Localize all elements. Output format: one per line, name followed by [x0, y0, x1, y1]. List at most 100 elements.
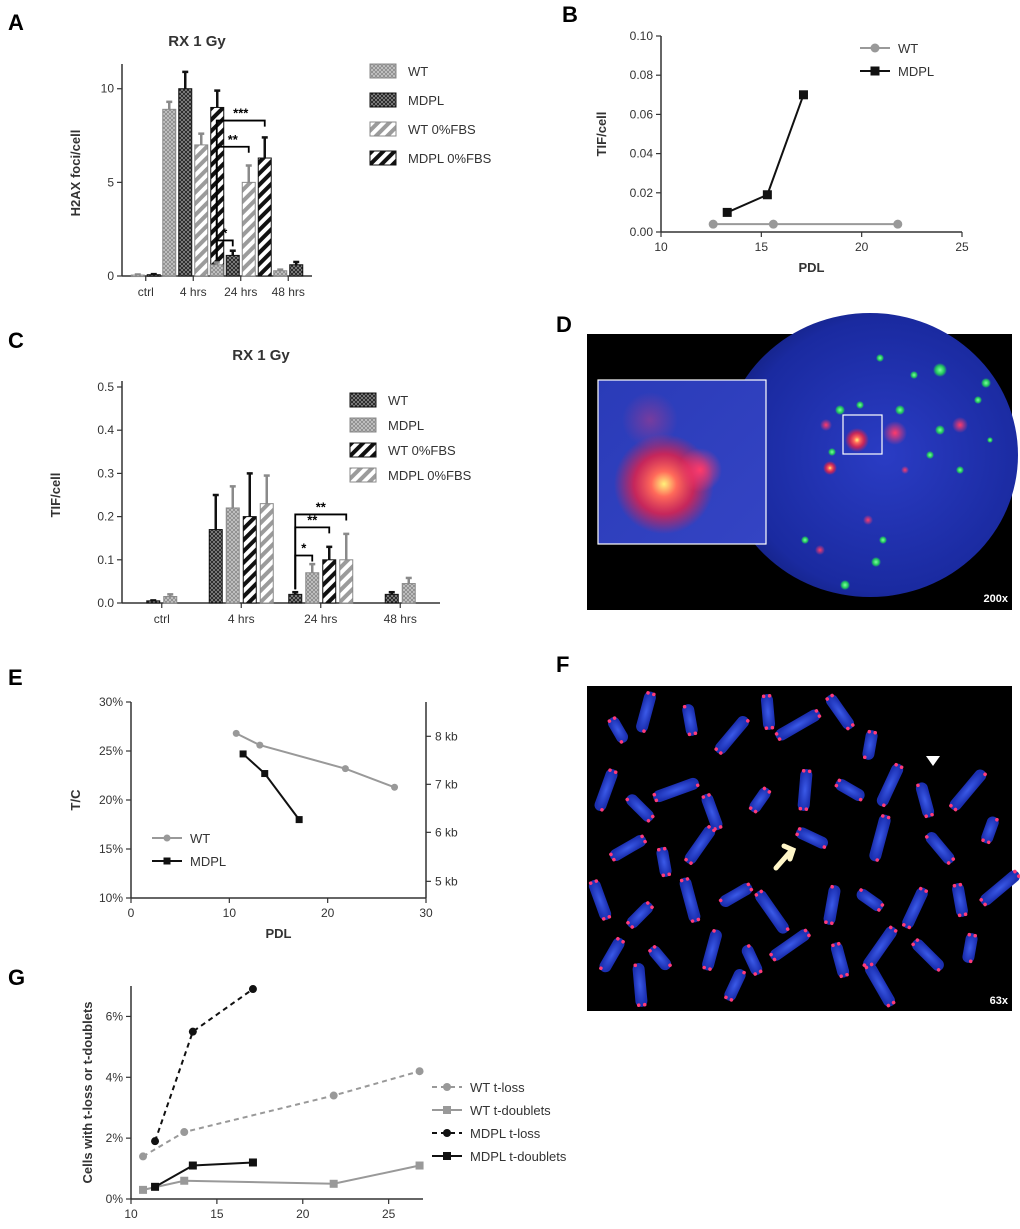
chromatid: [876, 763, 904, 807]
chromatid: [632, 963, 648, 1007]
telomere-signal: [930, 812, 934, 817]
data-point: [256, 741, 264, 749]
legend-marker: [443, 1152, 451, 1160]
chromosome: [718, 882, 754, 907]
telomere-signal: [869, 962, 874, 967]
chromosome: [632, 963, 648, 1007]
telomere-signal: [807, 769, 812, 774]
bar: [339, 559, 354, 604]
telomere-signal: [599, 966, 603, 971]
bar: [305, 572, 320, 604]
y-tick-label: 25%: [99, 744, 123, 758]
telomere-signal: [767, 693, 772, 698]
telomere-signal: [702, 965, 706, 970]
data-point: [248, 1158, 257, 1167]
legend-label: MDPL t-doublets: [470, 1149, 567, 1164]
telomere-signal: [830, 693, 834, 698]
x-axis-label: PDL: [266, 926, 292, 941]
data-point: [188, 1027, 197, 1036]
telomere-signal: [654, 798, 659, 803]
bar: [257, 157, 272, 277]
micrograph-f-metaphase: 63x: [587, 686, 1020, 1011]
telomere-signal: [646, 691, 650, 695]
telomere-signal: [957, 913, 962, 918]
telomere-signal: [880, 903, 885, 907]
data-point: [329, 1179, 338, 1188]
chromatid: [962, 933, 978, 963]
chromatid: [797, 769, 813, 811]
bar: [273, 270, 288, 277]
bar: [242, 516, 257, 604]
telomere-signal: [968, 959, 973, 964]
telomere-signal: [995, 817, 999, 822]
chromosome: [981, 816, 999, 845]
telomere-signal: [899, 765, 904, 770]
y-tick-label: 0.02: [630, 186, 654, 200]
legend-swatch: [349, 417, 377, 433]
telomere-signal: [924, 835, 929, 839]
chromatid: [719, 883, 753, 907]
bar: [259, 503, 274, 604]
telomere-signal: [613, 770, 618, 775]
bar: [384, 593, 399, 604]
telomere-signal: [701, 795, 706, 799]
telomere-signal: [742, 970, 746, 975]
x-tick-label: 25: [955, 240, 969, 254]
telomere-signal: [652, 692, 656, 697]
chromatid: [823, 885, 841, 925]
telomere-signal: [648, 948, 652, 953]
chromosome: [741, 944, 763, 976]
bar: [146, 600, 161, 604]
telomere-signal: [608, 768, 612, 772]
series-line: [142, 1164, 420, 1191]
telomere-signal: [924, 814, 929, 819]
telomere-signal: [594, 879, 599, 883]
chromosome: [607, 716, 628, 744]
data-point: [391, 783, 399, 791]
significance-bracket: [294, 513, 348, 590]
chromatid: [684, 825, 716, 865]
telomere-signal: [893, 929, 898, 933]
chromosome: [862, 729, 878, 760]
telomere-signal: [612, 716, 617, 720]
telomere-signal: [822, 845, 827, 849]
data-point: [708, 219, 718, 229]
chromosome: [701, 793, 723, 831]
data-point: [188, 1161, 197, 1170]
y-tick-label: 0%: [106, 1192, 124, 1206]
data-point: [151, 1137, 160, 1146]
y-tick-label: 0.08: [630, 68, 654, 82]
telomere-signal: [859, 888, 863, 892]
telomere-signal: [748, 806, 753, 810]
telomere-signal: [877, 908, 881, 912]
legend-swatch: [369, 63, 397, 79]
telomere-signal: [718, 751, 723, 755]
bar: [163, 596, 178, 604]
y-tick-label: 10: [101, 82, 115, 96]
chromosomes: [588, 691, 1020, 1008]
telomere-signal: [952, 883, 957, 888]
chromosome: [724, 969, 746, 1002]
y-tick-label: 0.10: [630, 29, 654, 43]
data-point: [762, 190, 772, 200]
legend-label: WT: [898, 41, 918, 56]
telomere-signal: [1013, 869, 1017, 874]
x-tick-label: 48 hrs: [384, 612, 417, 626]
telomere-signal: [830, 921, 834, 926]
chromatid: [741, 944, 763, 976]
x-tick-label: 20: [855, 240, 869, 254]
series-line: [235, 732, 395, 789]
telomere-signal: [949, 803, 953, 808]
chromosome: [924, 832, 956, 865]
chromatid: [830, 942, 850, 978]
micrograph-d-nucleus: 200x: [587, 313, 1018, 610]
y-tick-label: 0.1: [97, 553, 114, 567]
arrow-t-loss-marker: [773, 843, 797, 871]
telomere-signal: [645, 901, 650, 905]
data-point: [341, 765, 349, 773]
telomere-signal: [625, 797, 630, 802]
telomere-signal: [600, 808, 604, 812]
chromosome: [636, 691, 656, 733]
telomere-signal: [724, 995, 728, 1000]
bar: [178, 88, 193, 277]
